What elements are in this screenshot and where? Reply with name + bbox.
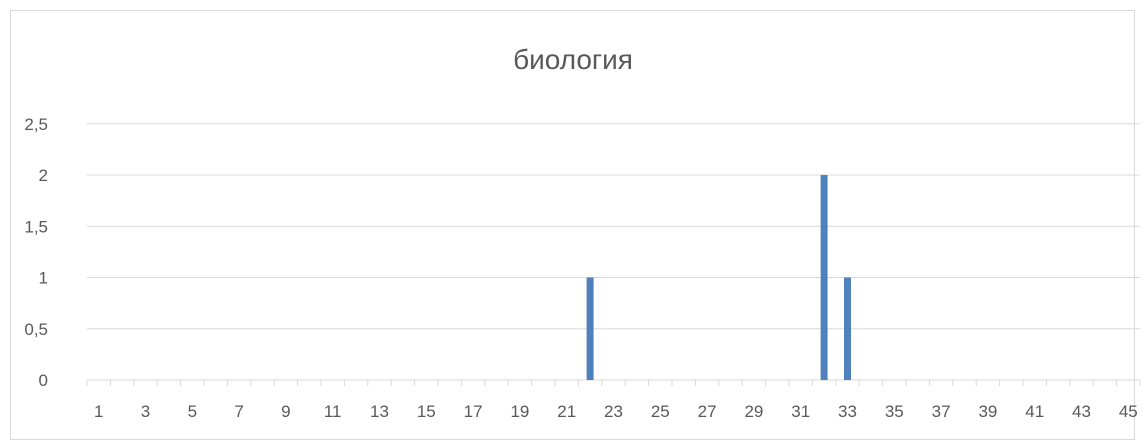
x-tick-label: 23 <box>604 402 623 421</box>
bars <box>586 175 851 380</box>
x-tick-label: 13 <box>370 402 389 421</box>
x-tick-label: 39 <box>978 402 997 421</box>
x-tick-label: 37 <box>932 402 951 421</box>
x-tick-label: 43 <box>1072 402 1091 421</box>
chart-frame <box>10 10 1135 440</box>
x-tick-label: 15 <box>417 402 436 421</box>
x-tick-label: 33 <box>838 402 857 421</box>
y-tick-label: 0,5 <box>24 320 48 339</box>
chart-plot: 00,511,522,5 1 3 5 7 9 11 13 15 17 19 21 23 25 27 29 31… <box>24 115 1141 421</box>
x-axis-ticks <box>86 380 1141 386</box>
y-tick-label: 0 <box>39 371 48 390</box>
y-tick-label: 1,5 <box>24 217 48 236</box>
x-tick-label: 11 <box>324 402 342 421</box>
x-tick-label: 29 <box>744 402 763 421</box>
y-tick-label: 1 <box>39 269 48 288</box>
x-tick-label: 19 <box>510 402 529 421</box>
y-axis-labels: 0 0,5 1 1,5 2 2,5 <box>24 115 48 390</box>
gridlines <box>87 123 1140 330</box>
y-tick-label: 2 <box>39 166 48 185</box>
chart-title: биология <box>513 44 633 75</box>
x-tick-label: 21 <box>557 402 576 421</box>
x-tick-label: 41 <box>1025 402 1044 421</box>
x-tick-label: 35 <box>885 402 904 421</box>
x-tick-label: 9 <box>281 402 290 421</box>
bar <box>586 277 594 380</box>
x-tick-label: 7 <box>234 402 243 421</box>
x-tick-label: 25 <box>651 402 670 421</box>
x-tick-label: 5 <box>188 402 197 421</box>
x-tick-label: 31 <box>791 402 810 421</box>
x-tick-label: 3 <box>141 402 150 421</box>
x-tick-label: 1 <box>94 402 103 421</box>
x-axis-labels: 1 3 5 7 9 11 13 15 17 19 21 23 25 27 29 31 33 35 37 39 41 43 4… <box>94 402 1138 421</box>
x-tick-label: 45 <box>1119 402 1138 421</box>
y-tick-label: 2,5 <box>24 115 48 134</box>
bar <box>844 277 851 380</box>
bar <box>820 175 828 380</box>
x-tick-label: 17 <box>464 402 483 421</box>
x-tick-label: 27 <box>698 402 717 421</box>
